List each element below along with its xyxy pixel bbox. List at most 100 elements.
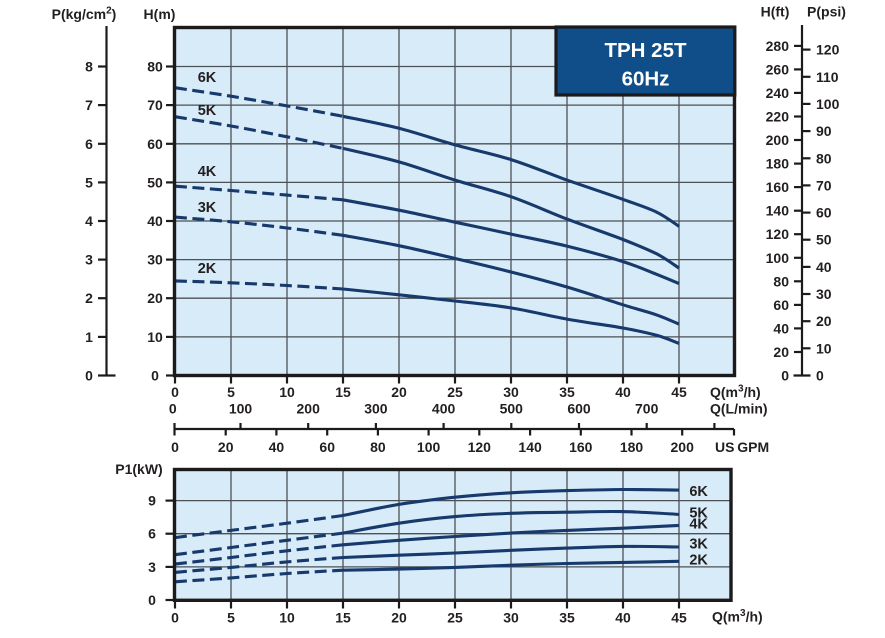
svg-text:400: 400 xyxy=(432,401,456,417)
svg-text:60: 60 xyxy=(816,205,832,221)
svg-text:40: 40 xyxy=(269,439,285,455)
svg-text:120: 120 xyxy=(816,42,840,58)
svg-text:H(m): H(m) xyxy=(144,6,176,22)
svg-text:0: 0 xyxy=(171,439,179,455)
svg-text:0: 0 xyxy=(171,384,179,400)
svg-text:110: 110 xyxy=(816,69,839,85)
svg-text:5: 5 xyxy=(227,384,235,400)
svg-text:30: 30 xyxy=(503,384,519,400)
svg-text:80: 80 xyxy=(370,439,386,455)
svg-text:0: 0 xyxy=(781,368,789,384)
svg-text:0: 0 xyxy=(148,592,156,608)
svg-text:100: 100 xyxy=(816,96,840,112)
svg-text:140: 140 xyxy=(766,203,790,219)
svg-text:200: 200 xyxy=(766,132,790,148)
svg-text:0: 0 xyxy=(85,368,93,384)
svg-text:0: 0 xyxy=(169,401,177,417)
svg-text:25: 25 xyxy=(447,384,463,400)
svg-text:1: 1 xyxy=(85,329,93,345)
svg-text:10: 10 xyxy=(147,329,163,345)
svg-text:5K: 5K xyxy=(689,506,708,522)
svg-text:Q(m3/h): Q(m3/h) xyxy=(710,384,761,401)
svg-text:240: 240 xyxy=(766,85,790,101)
svg-text:80: 80 xyxy=(816,150,832,166)
svg-text:220: 220 xyxy=(766,109,790,125)
svg-text:Q(L/min): Q(L/min) xyxy=(710,401,768,417)
svg-text:40: 40 xyxy=(615,384,631,400)
svg-text:10: 10 xyxy=(279,610,295,626)
svg-text:0: 0 xyxy=(151,368,159,384)
svg-text:6K: 6K xyxy=(198,70,217,86)
svg-text:80: 80 xyxy=(147,59,163,75)
svg-text:6: 6 xyxy=(85,136,93,152)
svg-text:20: 20 xyxy=(773,344,789,360)
svg-text:7: 7 xyxy=(85,97,93,113)
svg-text:30: 30 xyxy=(503,610,519,626)
svg-text:45: 45 xyxy=(671,384,687,400)
svg-text:P(psi): P(psi) xyxy=(807,4,846,20)
svg-text:4K: 4K xyxy=(198,164,217,180)
svg-text:300: 300 xyxy=(364,401,388,417)
svg-text:15: 15 xyxy=(335,384,351,400)
svg-text:4K: 4K xyxy=(689,516,708,532)
svg-text:80: 80 xyxy=(773,273,789,289)
svg-text:10: 10 xyxy=(816,340,832,356)
svg-text:6: 6 xyxy=(148,526,156,542)
svg-text:180: 180 xyxy=(766,156,790,172)
svg-text:100: 100 xyxy=(229,401,253,417)
svg-text:25: 25 xyxy=(447,610,463,626)
svg-text:140: 140 xyxy=(518,439,542,455)
svg-text:45: 45 xyxy=(671,610,687,626)
svg-text:P1(kW): P1(kW) xyxy=(115,461,162,477)
svg-text:10: 10 xyxy=(279,384,295,400)
svg-text:20: 20 xyxy=(391,610,407,626)
svg-text:2K: 2K xyxy=(689,552,708,568)
svg-text:60Hz: 60Hz xyxy=(622,68,670,91)
svg-text:Q(m3/h): Q(m3/h) xyxy=(712,608,763,625)
svg-text:20: 20 xyxy=(816,313,832,329)
svg-text:2: 2 xyxy=(85,290,93,306)
svg-text:30: 30 xyxy=(816,286,832,302)
svg-text:100: 100 xyxy=(766,250,790,266)
svg-text:160: 160 xyxy=(569,439,593,455)
svg-text:50: 50 xyxy=(816,232,832,248)
svg-text:50: 50 xyxy=(147,174,163,190)
svg-text:0: 0 xyxy=(816,368,824,384)
svg-text:3K: 3K xyxy=(198,200,217,216)
svg-text:8: 8 xyxy=(85,59,93,75)
svg-text:90: 90 xyxy=(816,123,832,139)
svg-text:0: 0 xyxy=(171,610,179,626)
svg-text:40: 40 xyxy=(147,213,163,229)
svg-text:70: 70 xyxy=(147,97,163,113)
svg-text:100: 100 xyxy=(417,439,441,455)
svg-text:6K: 6K xyxy=(689,484,708,500)
svg-text:35: 35 xyxy=(559,384,575,400)
svg-text:200: 200 xyxy=(297,401,321,417)
svg-text:200: 200 xyxy=(671,439,695,455)
svg-text:TPH 25T: TPH 25T xyxy=(604,39,686,62)
svg-text:5: 5 xyxy=(85,174,93,190)
svg-text:60: 60 xyxy=(147,136,163,152)
svg-text:3: 3 xyxy=(148,559,156,575)
svg-text:600: 600 xyxy=(567,401,591,417)
svg-text:4: 4 xyxy=(85,213,93,229)
svg-text:9: 9 xyxy=(148,493,156,509)
svg-text:260: 260 xyxy=(766,61,790,77)
svg-text:30: 30 xyxy=(147,252,163,268)
svg-text:US GPM: US GPM xyxy=(715,439,769,455)
svg-text:15: 15 xyxy=(335,610,351,626)
svg-text:40: 40 xyxy=(615,610,631,626)
svg-text:3K: 3K xyxy=(689,537,708,553)
svg-text:H(ft): H(ft) xyxy=(761,4,790,20)
svg-text:5: 5 xyxy=(227,610,235,626)
svg-text:20: 20 xyxy=(391,384,407,400)
svg-text:280: 280 xyxy=(766,38,790,54)
svg-text:P(kg/cm2): P(kg/cm2) xyxy=(52,6,117,23)
svg-text:5K: 5K xyxy=(198,103,217,119)
svg-text:180: 180 xyxy=(620,439,644,455)
svg-text:160: 160 xyxy=(766,179,790,195)
svg-text:40: 40 xyxy=(816,259,832,275)
svg-text:3: 3 xyxy=(85,252,93,268)
svg-text:500: 500 xyxy=(500,401,524,417)
svg-text:40: 40 xyxy=(773,320,789,336)
